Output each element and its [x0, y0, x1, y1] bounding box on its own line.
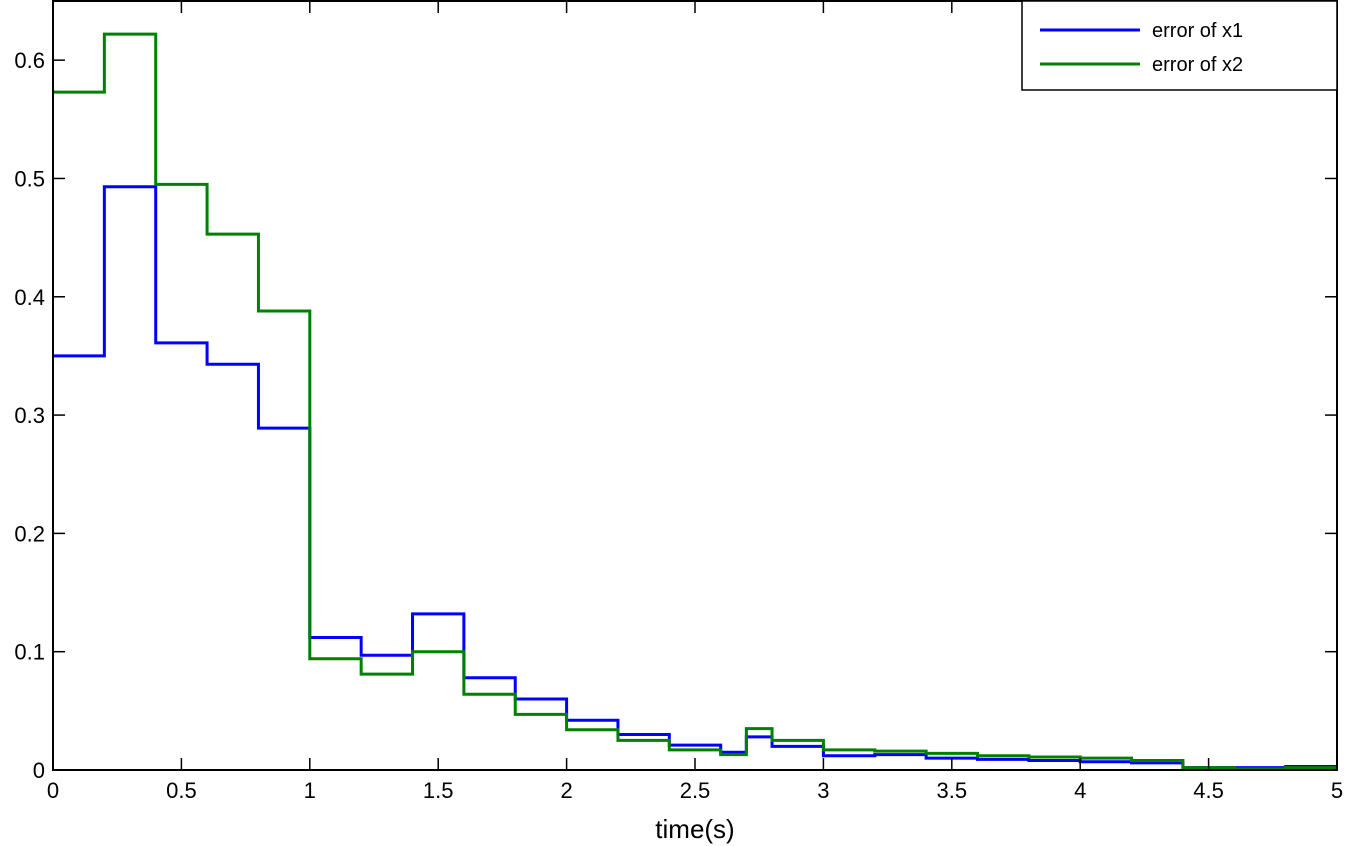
- x-tick-label: 5: [1331, 778, 1343, 803]
- legend-label-x1: error of x1: [1152, 20, 1243, 42]
- y-tick-label: 0.6: [14, 48, 45, 73]
- x-tick-label: 0.5: [166, 778, 197, 803]
- y-tick-label: 0.2: [14, 521, 45, 546]
- y-tick-label: 0: [33, 758, 45, 783]
- y-tick-label: 0.3: [14, 403, 45, 428]
- series-line-1: [53, 185, 1337, 770]
- x-tick-label: 1.5: [423, 778, 454, 803]
- x-tick-label: 2: [560, 778, 572, 803]
- y-tick-label: 0.4: [14, 285, 45, 310]
- series-line-2: [53, 32, 1337, 771]
- x-tick-label: 0: [47, 778, 59, 803]
- legend: error of x1 error of x2: [1021, 0, 1338, 91]
- x-tick-label: 2.5: [680, 778, 711, 803]
- legend-box: [1021, 0, 1338, 91]
- x-tick-label: 4: [1074, 778, 1086, 803]
- x-tick-label: 1: [304, 778, 316, 803]
- y-tick-label: 0.1: [14, 640, 45, 665]
- x-axis-label: time(s): [655, 814, 734, 844]
- x-tick-label: 4.5: [1193, 778, 1224, 803]
- y-tick-label: 0.5: [14, 166, 45, 191]
- x-tick-label: 3: [817, 778, 829, 803]
- x-tick-label: 3.5: [937, 778, 968, 803]
- legend-label-x2: error of x2: [1152, 54, 1243, 76]
- plot-frame: [52, 0, 1338, 771]
